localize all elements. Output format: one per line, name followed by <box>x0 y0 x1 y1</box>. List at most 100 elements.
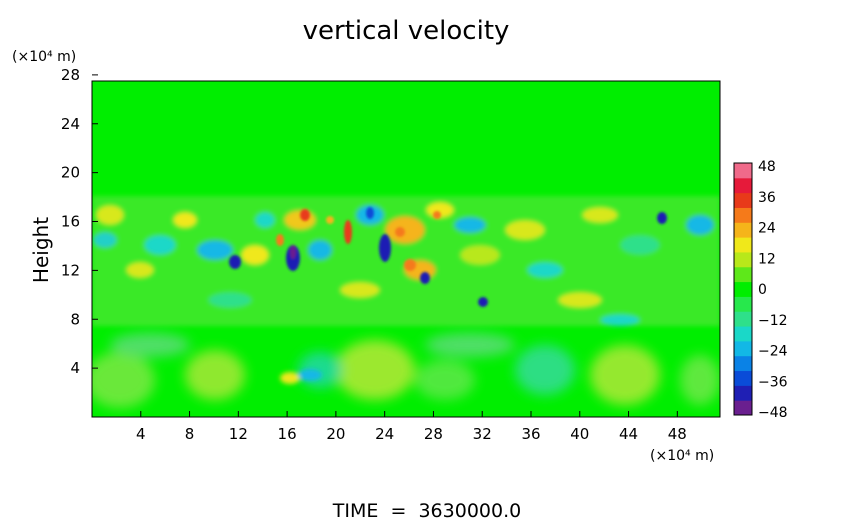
cell-negative <box>420 272 430 284</box>
band-blob <box>197 240 233 260</box>
colorbar-swatch <box>734 385 752 401</box>
cell-negative <box>478 297 488 307</box>
band-blob <box>340 282 380 298</box>
colorbar-tick-label: −48 <box>758 405 788 421</box>
heatmap-field <box>92 81 720 417</box>
colorbar-swatch <box>734 222 752 238</box>
cell-positive <box>395 227 405 237</box>
plot-frame <box>91 80 721 418</box>
time-footer: TIME = 3630000.0 <box>332 500 521 519</box>
lower-smooth-layer <box>92 333 720 408</box>
colorbar: 48 36 24 12 0 −12 −24 −36 −48 <box>733 159 788 421</box>
cell-negative <box>379 234 391 262</box>
y-unit-label: (×10⁴ m) <box>12 49 76 65</box>
y-tick-label: 20 <box>61 164 80 182</box>
colorbar-tick-label: −24 <box>758 344 788 360</box>
band-blob <box>126 262 154 278</box>
cell-negative <box>366 207 374 219</box>
colorbar-swatch <box>734 370 752 386</box>
band-blob <box>96 205 124 225</box>
low-blob <box>335 340 415 400</box>
low-blob <box>680 355 720 405</box>
x-tick-label: 12 <box>229 425 248 443</box>
cell-positive <box>300 209 310 221</box>
band-blob <box>582 207 618 223</box>
colorbar-swatch <box>734 237 752 253</box>
y-ticks: 4 8 12 16 20 24 28 <box>61 66 98 377</box>
colorbar-swatch <box>734 311 752 327</box>
band-blob <box>208 292 252 308</box>
colorbar-swatch <box>734 355 752 372</box>
band-blob <box>600 314 640 326</box>
colorbar-swatch <box>734 340 752 357</box>
colorbar-swatch <box>734 266 752 283</box>
colorbar-swatch <box>734 207 752 223</box>
colorbar-tick-label: 24 <box>758 221 776 237</box>
y-tick-label: 8 <box>70 310 80 328</box>
colorbar-swatch <box>734 251 752 268</box>
x-tick-label: 8 <box>185 425 195 443</box>
band-blob <box>280 372 300 384</box>
band-blob <box>686 215 714 235</box>
colorbar-tick-label: 0 <box>758 282 767 298</box>
y-axis-label: Height <box>29 217 53 283</box>
y-tick-label: 24 <box>61 115 80 133</box>
chart-title: vertical velocity <box>303 16 510 46</box>
y-tick-label: 16 <box>61 213 80 231</box>
band-blob <box>558 292 602 308</box>
low-blob <box>590 345 660 405</box>
cell-negative <box>290 245 296 259</box>
band-blob <box>620 235 660 255</box>
y-tick-label: 28 <box>61 66 80 84</box>
band-blob <box>426 202 454 218</box>
band-blob <box>284 210 316 230</box>
cell-negative <box>229 255 241 269</box>
colorbar-swatch <box>734 326 752 342</box>
colorbar-swatch <box>734 163 752 179</box>
x-tick-label: 44 <box>619 425 638 443</box>
band-blob <box>298 369 322 381</box>
band-blob <box>385 216 425 244</box>
colorbar-swatch <box>734 281 752 297</box>
band-blob <box>173 212 197 228</box>
low-blob <box>515 345 575 395</box>
band-blob <box>255 212 275 228</box>
colorbar-swatch <box>734 296 752 312</box>
colorbar-swatch <box>734 400 752 416</box>
cell-positive <box>276 234 284 246</box>
x-tick-label: 40 <box>570 425 589 443</box>
low-blob <box>415 360 475 400</box>
colorbar-tick-label: 48 <box>758 159 776 175</box>
colorbar-frame <box>733 162 753 416</box>
colorbar-swatch <box>734 192 752 208</box>
cell-positive <box>344 220 352 244</box>
cell-negative <box>657 212 667 224</box>
colorbar-tick-label: −12 <box>758 313 788 329</box>
y-tick-label: 4 <box>70 359 80 377</box>
low-blob <box>185 350 245 400</box>
colorbar-tick-label: 36 <box>758 190 776 206</box>
x-tick-label: 32 <box>473 425 492 443</box>
extreme-cells <box>229 207 667 307</box>
band-blob <box>144 235 176 255</box>
low-blob <box>92 352 155 408</box>
band-blob <box>460 245 500 265</box>
band-blob <box>308 240 332 260</box>
cell-positive <box>433 211 441 219</box>
colorbar-tick-label: −36 <box>758 374 788 390</box>
low-blob <box>425 333 515 357</box>
band-blob <box>505 220 545 240</box>
cell-positive <box>326 216 334 224</box>
x-ticks: 4 8 12 16 20 24 28 32 36 40 44 48 <box>136 411 687 443</box>
x-tick-label: 24 <box>375 425 394 443</box>
x-tick-label: 48 <box>668 425 687 443</box>
x-tick-label: 20 <box>326 425 345 443</box>
band-blob <box>527 262 563 278</box>
x-unit-label: (×10⁴ m) <box>650 448 714 464</box>
x-tick-label: 4 <box>136 425 146 443</box>
y-tick-label: 12 <box>61 261 80 279</box>
low-blob <box>110 333 190 357</box>
x-tick-label: 28 <box>424 425 443 443</box>
x-tick-label: 36 <box>521 425 540 443</box>
